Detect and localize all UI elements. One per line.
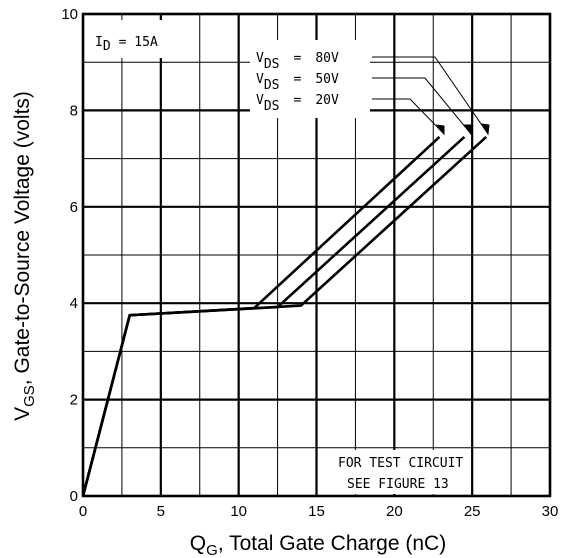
y-tick-label: 4 — [70, 295, 78, 312]
vds-label-80: VDS = 80V — [256, 51, 339, 72]
x-tick-label: 25 — [464, 503, 481, 520]
leader-line-80 — [372, 56, 489, 135]
x-tick-label: 30 — [542, 503, 559, 520]
id-label: ID = 15A — [95, 35, 158, 54]
series-line-2 — [81, 135, 441, 497]
y-tick-label: 8 — [70, 102, 78, 119]
y-tick-label: 10 — [61, 6, 78, 23]
y-tick-label: 2 — [70, 392, 78, 409]
leader-line-50 — [372, 77, 472, 135]
note-line2: SEE FIGURE 13 — [347, 477, 449, 492]
series-line-0 — [81, 135, 488, 497]
series-line-1 — [81, 135, 466, 497]
vds-label-50: VDS = 50V — [256, 72, 339, 93]
x-tick-label: 10 — [230, 503, 247, 520]
note-box — [332, 450, 460, 494]
note-line1: FOR TEST CIRCUIT — [338, 456, 463, 471]
tick-labels: 0 5 10 15 20 25 30 0 2 4 6 8 10 — [61, 6, 558, 520]
plot-frame — [81, 12, 552, 498]
y-axis-title: VGS, Gate-to-Source Voltage (volts) — [11, 91, 38, 421]
x-tick-label: 20 — [386, 503, 403, 520]
y-tick-label: 6 — [70, 199, 78, 216]
leader-lines — [372, 56, 490, 136]
x-tick-label: 5 — [157, 503, 165, 520]
arrowhead-20 — [435, 124, 445, 136]
annotations: ID = 15A VDS = 80V VDS = 50V VDS = 20V FOR TEST… — [88, 20, 490, 494]
id-label-box — [88, 20, 198, 58]
y-tick-label: 0 — [70, 488, 78, 505]
x-axis-title: QG, Total Gate Charge (nC) — [190, 532, 446, 558]
arrowhead-80 — [481, 123, 490, 136]
x-tick-label: 0 — [79, 503, 87, 520]
vds-legend-box — [250, 40, 370, 118]
series-group — [81, 135, 488, 497]
leader-line-20 — [372, 98, 445, 135]
arrowhead-50 — [462, 124, 472, 136]
x-tick-label: 15 — [308, 503, 325, 520]
vds-label-20: VDS = 20V — [256, 93, 339, 114]
